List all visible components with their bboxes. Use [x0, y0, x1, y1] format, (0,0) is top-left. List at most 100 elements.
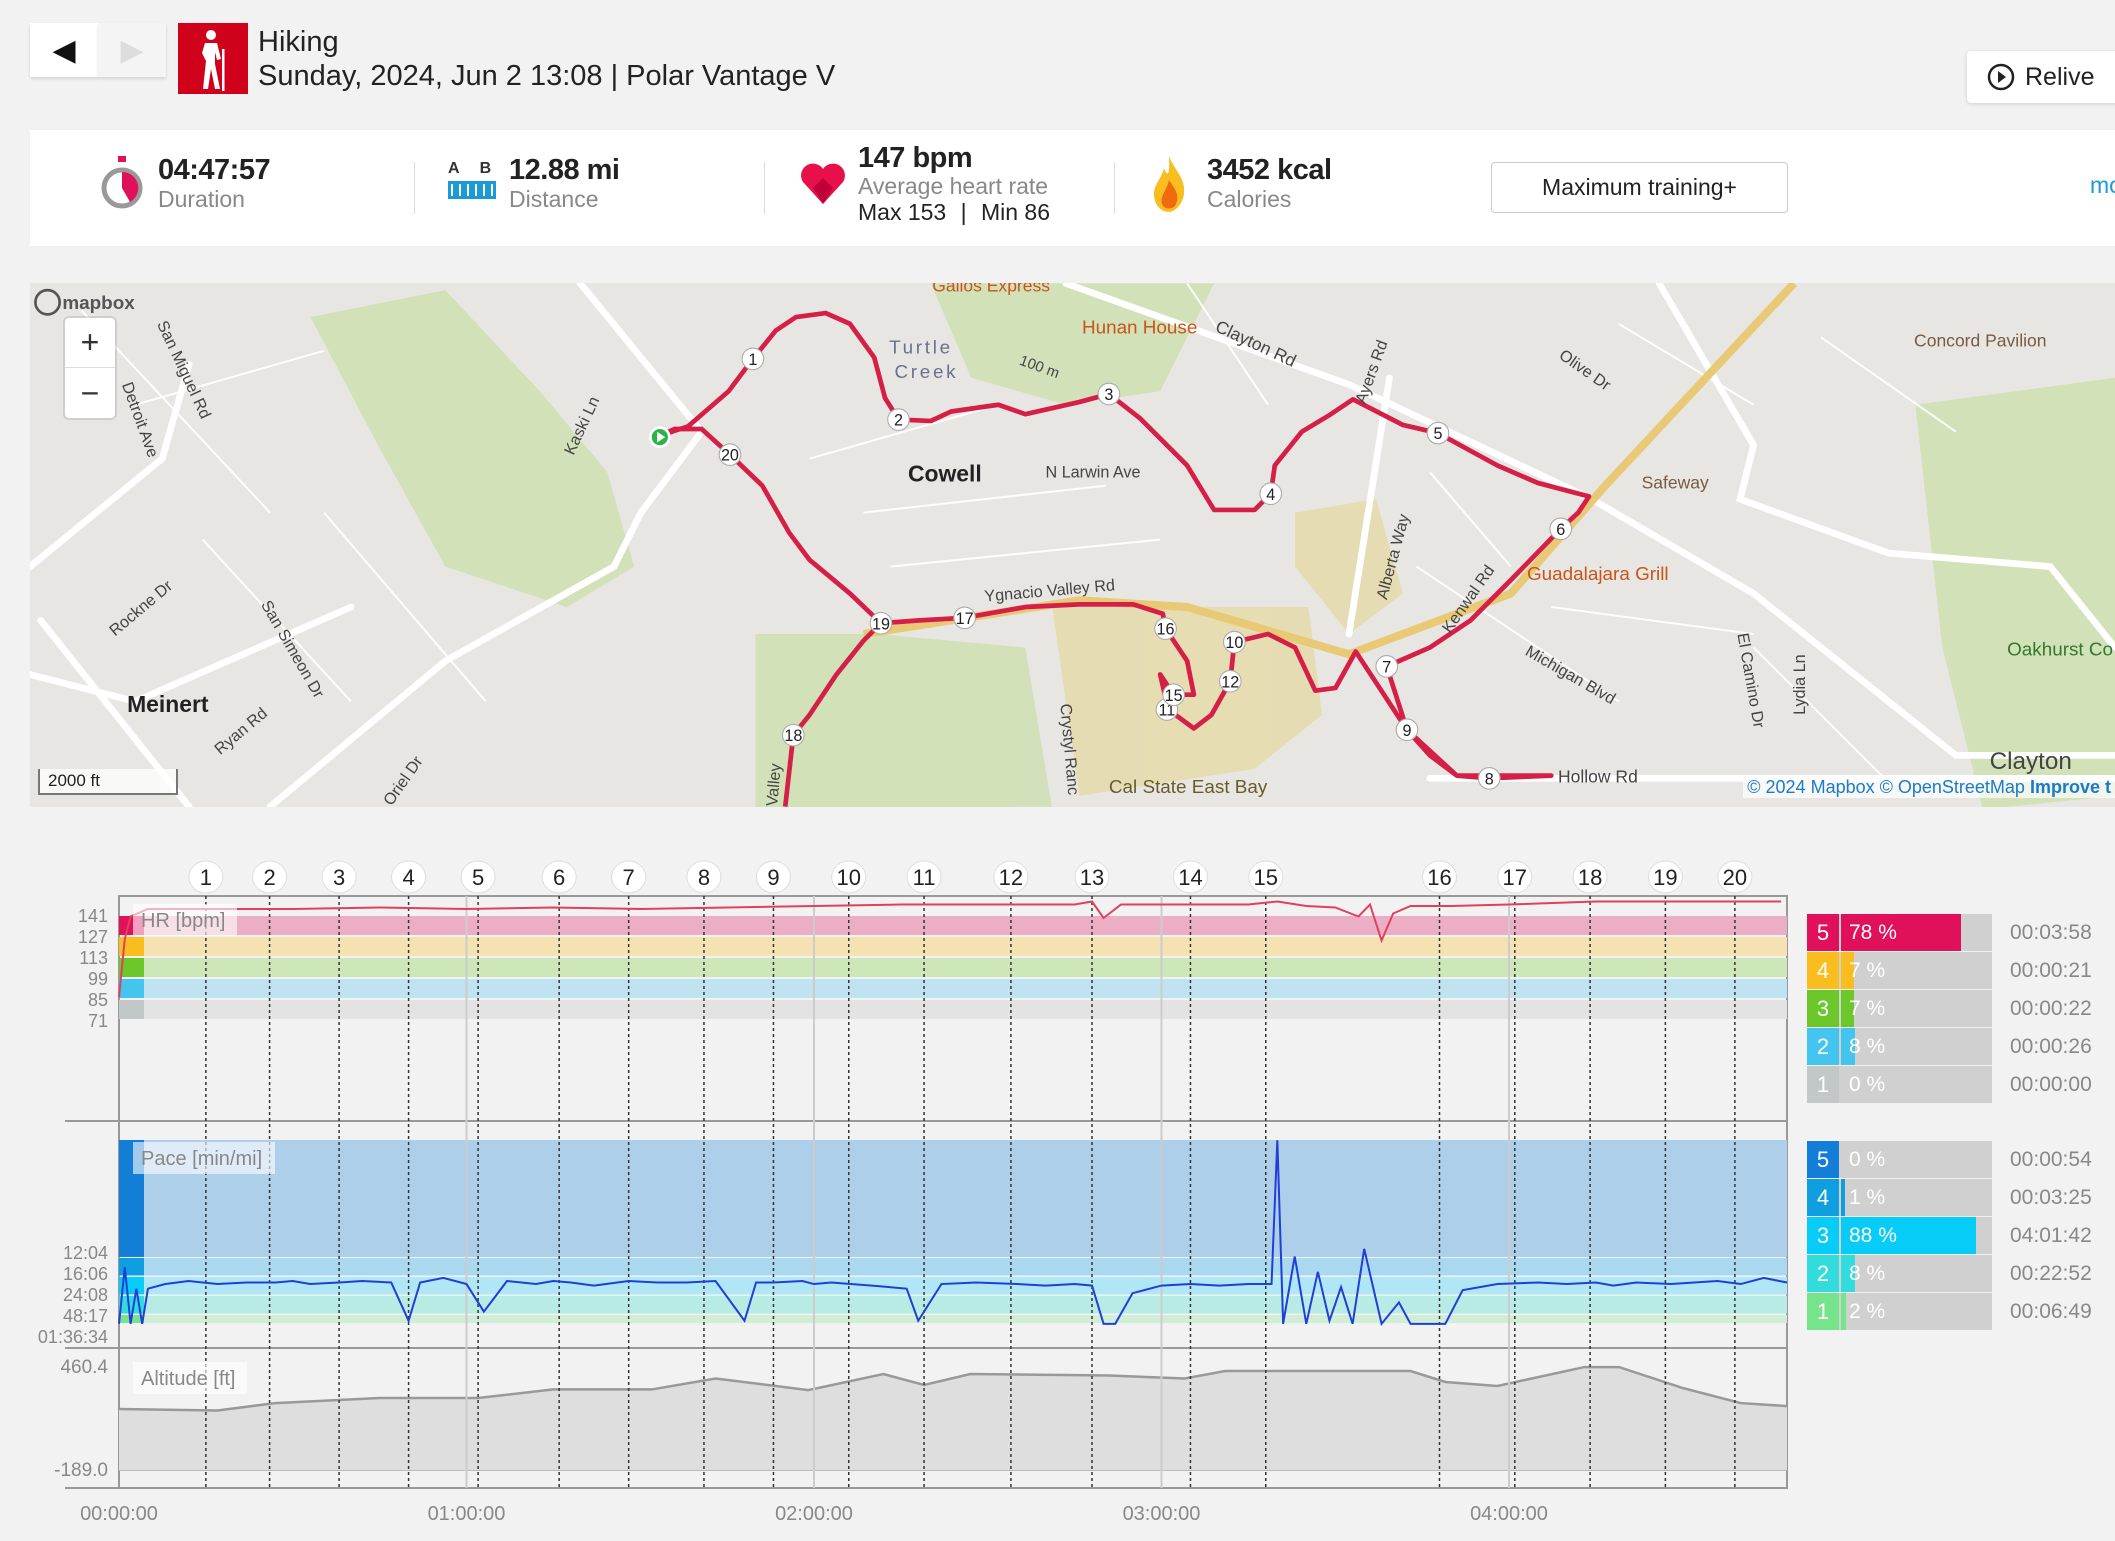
next-activity-button[interactable]: ▶	[98, 23, 166, 77]
more-link[interactable]: mo	[2090, 172, 2115, 198]
map-lap-marker[interactable]: 15	[1162, 683, 1185, 707]
map-lap-marker[interactable]: 7	[1375, 655, 1399, 678]
hr-zone-row: 1 0 %	[1807, 1066, 1992, 1103]
map-lap-marker[interactable]: 1	[741, 347, 765, 371]
route-map[interactable]: Cowell Meinert Turtle Creek Cal State Ea…	[30, 283, 2115, 807]
street-label: Oriel Dr	[380, 752, 427, 807]
map-canvas[interactable]: Cowell Meinert Turtle Creek Cal State Ea…	[30, 283, 2115, 807]
map-attribution[interactable]: © 2024 Mapbox © OpenStreetMap Improve t	[1743, 777, 2115, 798]
relive-button[interactable]: Relive	[1967, 51, 2115, 103]
svg-text:7: 7	[1382, 658, 1391, 676]
map-lap-marker[interactable]: 5	[1426, 421, 1450, 445]
svg-text:10: 10	[1225, 634, 1243, 652]
start-marker[interactable]	[649, 426, 671, 448]
lap-marker[interactable]: 7	[611, 860, 647, 894]
training-benefit-button[interactable]: Maximum training+	[1491, 162, 1788, 213]
lap-marker[interactable]: 4	[391, 860, 427, 894]
street-label: Olive Dr	[1556, 346, 1615, 395]
zone-percent-bar	[1841, 1293, 1847, 1330]
map-lap-marker[interactable]: 16	[1154, 617, 1177, 640]
hr-line	[118, 900, 1782, 998]
map-lap-marker[interactable]: 6	[1549, 517, 1573, 541]
lap-marker[interactable]: 12	[993, 860, 1029, 894]
street-label: Rockne Dr	[106, 576, 177, 639]
lap-marker[interactable]: 6	[541, 860, 577, 894]
map-parks	[310, 283, 2115, 807]
pace-panel-title: Pace [min/mi]	[133, 1142, 275, 1174]
svg-text:19: 19	[1653, 865, 1677, 890]
pace-zone-row: 3 88 %	[1807, 1217, 1992, 1254]
map-lap-marker[interactable]: 18	[782, 723, 805, 747]
svg-text:12: 12	[999, 865, 1023, 890]
svg-text:5: 5	[1433, 425, 1442, 443]
lap-marker[interactable]: 10	[831, 860, 867, 894]
hr-tick-label: 127	[78, 927, 108, 947]
lap-marker[interactable]: 8	[686, 860, 722, 894]
pace-zone-band	[119, 1295, 1787, 1314]
hr-zone-row: 5 78 %	[1807, 914, 1992, 951]
zone-number: 5	[1807, 1141, 1839, 1178]
lap-marker[interactable]: 11	[906, 860, 942, 894]
map-lap-marker[interactable]: 3	[1097, 382, 1121, 406]
lap-marker[interactable]: 15	[1248, 860, 1284, 894]
lap-marker[interactable]: 9	[755, 860, 791, 894]
zone-number: 5	[1807, 914, 1839, 951]
map-lap-marker[interactable]: 17	[953, 606, 976, 630]
zone-number: 3	[1807, 990, 1839, 1027]
zone-percent-bar	[1841, 1255, 1856, 1292]
poi-label: Gallos Express	[932, 283, 1050, 295]
altitude-tick-label: 460.4	[60, 1357, 108, 1378]
lap-marker[interactable]: 20	[1717, 860, 1753, 894]
lap-marker[interactable]: 16	[1422, 860, 1457, 894]
map-lap-marker[interactable]: 20	[718, 443, 742, 466]
improve-map-link[interactable]: Improve t	[2029, 777, 2111, 797]
map-lap-marker[interactable]: 12	[1218, 669, 1242, 693]
zone-percent: 2 %	[1849, 1300, 1886, 1323]
previous-activity-button[interactable]: ◀	[30, 23, 98, 77]
hr-zone-time: 00:00:21	[2010, 959, 2092, 982]
zoom-in-button[interactable]: +	[65, 318, 115, 368]
play-icon	[657, 431, 666, 443]
pace-zone-row: 5 0 %	[1807, 1141, 1992, 1178]
altitude-line	[118, 1365, 1788, 1412]
lap-marker[interactable]: 13	[1074, 860, 1110, 894]
lap-marker[interactable]: 17	[1497, 860, 1533, 894]
svg-text:13: 13	[1080, 865, 1104, 890]
zoom-out-button[interactable]: −	[80, 374, 100, 411]
map-lap-marker[interactable]: 19	[869, 611, 893, 635]
hr-zone-row: 2 8 %	[1807, 1028, 1992, 1065]
svg-text:17: 17	[956, 610, 974, 628]
place-label: Cal State East Bay	[1109, 777, 1268, 798]
hr-tick-label: 141	[78, 906, 108, 926]
map-lap-marker[interactable]: 2	[887, 408, 910, 431]
svg-text:3: 3	[1104, 386, 1113, 404]
lap-marker[interactable]: 3	[321, 860, 357, 894]
pace-zone-strip	[119, 1257, 144, 1276]
lap-marker[interactable]: 14	[1172, 860, 1208, 894]
svg-text:4: 4	[1266, 486, 1275, 504]
svg-text:17: 17	[1503, 865, 1527, 890]
lap-marker[interactable]: 1	[188, 860, 224, 894]
lap-marker[interactable]: 2	[252, 860, 288, 894]
hr-zone-band	[119, 916, 1787, 935]
activity-charts[interactable]: 14112711399857112:0416:0624:0848:1701:36…	[0, 860, 1800, 1541]
lap-marker[interactable]: 18	[1572, 860, 1608, 894]
svg-text:11: 11	[913, 865, 936, 890]
hiking-icon	[178, 23, 248, 94]
map-lap-marker[interactable]: 8	[1477, 766, 1501, 790]
time-tick-label: 00:00:00	[80, 1503, 158, 1525]
calories-label: Calories	[1207, 186, 1292, 212]
zone-number: 4	[1807, 1179, 1839, 1216]
altitude-panel-title: Altitude [ft]	[133, 1362, 247, 1394]
lap-marker[interactable]: 5	[460, 860, 496, 894]
map-lap-marker[interactable]: 10	[1223, 630, 1246, 654]
map-lap-marker[interactable]: 4	[1259, 482, 1283, 506]
svg-text:16: 16	[1427, 865, 1451, 890]
zone-percent: 7 %	[1849, 959, 1886, 982]
svg-text:2: 2	[894, 412, 903, 430]
map-minor-roads	[80, 283, 1957, 784]
map-lap-marker[interactable]: 9	[1395, 718, 1419, 742]
avg-hr-value: 147 bpm	[858, 142, 973, 174]
svg-text:Altitude [ft]: Altitude [ft]	[141, 1368, 236, 1390]
lap-marker[interactable]: 19	[1647, 860, 1683, 894]
